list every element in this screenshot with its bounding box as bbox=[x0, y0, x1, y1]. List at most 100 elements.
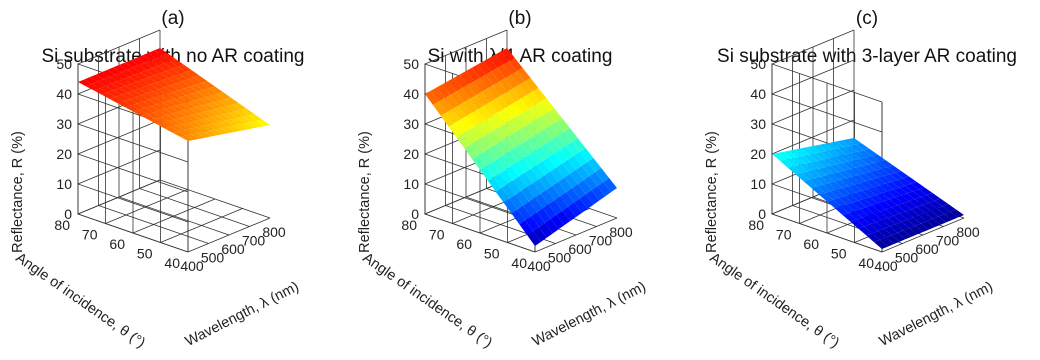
surface-patch bbox=[858, 198, 872, 208]
surface-patch bbox=[532, 88, 547, 102]
surface-patch bbox=[142, 99, 157, 107]
surface-patch bbox=[205, 95, 219, 103]
surface-patch bbox=[481, 133, 496, 149]
surface-patch bbox=[524, 122, 539, 137]
y-tick-label: 60 bbox=[109, 236, 125, 252]
surface-patch bbox=[126, 67, 141, 75]
surface-patch bbox=[575, 165, 590, 181]
surface-patch bbox=[830, 141, 845, 149]
surface-patch bbox=[509, 102, 523, 116]
surface-patch bbox=[179, 95, 194, 103]
surface-patch bbox=[132, 65, 147, 73]
panel-label: (a) bbox=[161, 8, 184, 29]
surface-patch bbox=[550, 167, 565, 182]
y-tick-label: 70 bbox=[429, 227, 445, 243]
y-tick-label: 50 bbox=[484, 246, 500, 262]
surface-patch bbox=[830, 189, 845, 198]
surface-patch bbox=[595, 168, 610, 183]
surface-patch bbox=[899, 211, 914, 220]
surface-patch bbox=[897, 178, 911, 186]
surface-patch bbox=[115, 72, 129, 80]
surface-patch bbox=[846, 202, 861, 212]
surface-patch bbox=[103, 76, 118, 84]
surface-patch bbox=[240, 108, 255, 116]
surface-patch bbox=[144, 84, 159, 92]
surface-patch bbox=[870, 195, 884, 204]
z-axis-label: Reflectance, R (%) bbox=[357, 131, 373, 253]
surface-patch bbox=[862, 189, 876, 197]
surface-patch bbox=[221, 126, 235, 133]
surface-patch bbox=[791, 157, 806, 165]
surface-patch bbox=[201, 81, 215, 89]
surface-patch bbox=[162, 100, 176, 108]
surface-patch bbox=[197, 131, 212, 138]
surface-patch bbox=[138, 62, 153, 71]
surface-patch bbox=[772, 152, 786, 161]
surface-patch bbox=[193, 119, 208, 126]
surface-patch bbox=[525, 216, 539, 232]
surface-patch bbox=[184, 128, 198, 135]
surface-patch bbox=[138, 86, 153, 94]
surface-patch bbox=[901, 193, 915, 202]
surface-patch bbox=[532, 179, 547, 194]
surface-patch bbox=[160, 115, 175, 122]
surface-patch bbox=[915, 223, 929, 232]
surface-patch bbox=[181, 102, 196, 109]
surface-patch bbox=[128, 74, 143, 82]
surface-patch bbox=[172, 131, 186, 137]
surface-patch bbox=[869, 170, 884, 178]
surface-patch bbox=[836, 187, 851, 197]
surface-patch bbox=[591, 186, 606, 201]
surface-patch bbox=[846, 153, 860, 161]
surface-patch bbox=[477, 105, 492, 120]
surface-patch bbox=[883, 174, 898, 182]
surface-patch bbox=[123, 77, 137, 84]
surface-patch bbox=[156, 55, 170, 64]
surface-patch bbox=[581, 162, 596, 176]
surface-patch bbox=[477, 61, 492, 75]
surface-patch bbox=[564, 173, 578, 189]
z-tick-label: 40 bbox=[56, 86, 72, 102]
y-tick-label: 60 bbox=[803, 236, 819, 252]
surface-patch bbox=[446, 108, 461, 124]
surface-patch bbox=[460, 71, 474, 85]
surface-patch bbox=[856, 166, 870, 174]
surface-patch bbox=[856, 217, 871, 227]
x-axis-label: Wavelength, λ (nm) bbox=[877, 279, 996, 350]
surface-patch bbox=[875, 193, 890, 202]
surface-patch bbox=[136, 79, 151, 87]
surface-patch bbox=[501, 184, 516, 199]
surface-patch bbox=[150, 58, 164, 66]
surface-patch bbox=[889, 197, 904, 206]
chart-panel-c: (c) Si substrate with 3-layer AR coating… bbox=[694, 0, 1040, 360]
surface-patch bbox=[154, 73, 168, 81]
surface-patch bbox=[152, 65, 166, 74]
surface-patch bbox=[871, 177, 886, 186]
surface-patch bbox=[554, 149, 568, 164]
surface-patch bbox=[944, 211, 959, 220]
surface-patch bbox=[199, 97, 214, 104]
surface-patch bbox=[554, 196, 569, 211]
surface-patch bbox=[795, 172, 810, 182]
surface-patch bbox=[466, 112, 480, 127]
surface-patch bbox=[511, 209, 526, 225]
surface-patch bbox=[824, 165, 839, 174]
surface-patch bbox=[146, 112, 161, 119]
surface-patch bbox=[146, 91, 161, 98]
x-tick-label: 700 bbox=[936, 233, 960, 249]
surface-patch bbox=[542, 111, 557, 126]
surface-patch bbox=[99, 85, 114, 93]
surface-patch bbox=[193, 75, 208, 83]
surface-patch bbox=[852, 175, 866, 183]
surface-patch bbox=[472, 155, 486, 170]
x-tick-label: 700 bbox=[242, 233, 266, 249]
surface-patch bbox=[164, 107, 178, 114]
surface-patch bbox=[503, 198, 518, 214]
surface-patch bbox=[150, 104, 165, 111]
surface-patch bbox=[474, 123, 488, 138]
surface-patch bbox=[873, 185, 888, 194]
surface-patch bbox=[503, 151, 518, 166]
surface-patch bbox=[432, 101, 447, 116]
y-tick-label: 80 bbox=[748, 217, 764, 233]
surface-patch bbox=[97, 79, 112, 86]
